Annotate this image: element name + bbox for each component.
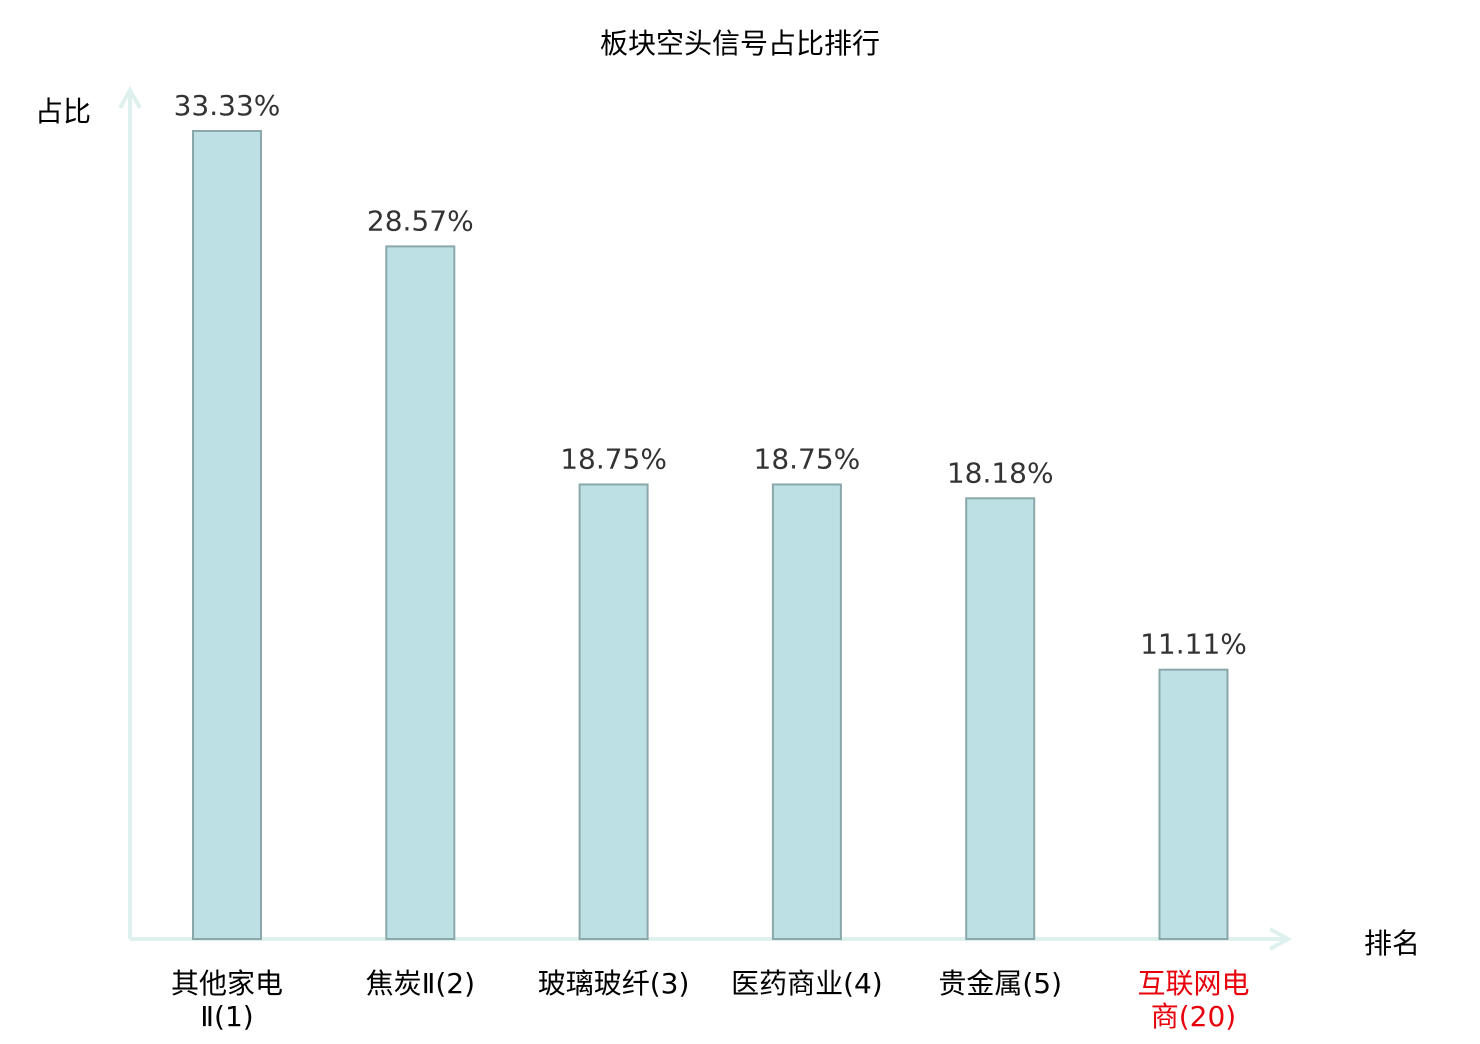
x-axis-label: 排名	[1364, 927, 1420, 960]
x-tick-label: 其他家电	[171, 967, 283, 1000]
data-label: 28.57%	[367, 204, 474, 237]
data-label: 18.18%	[947, 456, 1054, 489]
y-axis-arrow-icon	[118, 85, 142, 109]
data-label: 33.33%	[174, 89, 281, 122]
x-tick-label: 焦炭Ⅱ(2)	[366, 967, 475, 1000]
x-tick-label: 互联网电	[1137, 967, 1249, 1000]
bar	[192, 130, 262, 940]
x-tick-label: 贵金属(5)	[938, 967, 1062, 1000]
bar	[1158, 668, 1229, 941]
bar	[965, 497, 1036, 940]
x-axis-arrow-icon	[1269, 927, 1293, 951]
data-label: 11.11%	[1140, 628, 1247, 661]
x-tick-label: Ⅱ(1)	[200, 1000, 253, 1033]
chart-title: 板块空头信号占比排行	[600, 27, 880, 60]
bar	[578, 483, 649, 940]
data-label: 18.75%	[560, 442, 667, 475]
y-axis-label: 占比	[35, 95, 91, 128]
x-tick-label: 医药商业(4)	[731, 967, 883, 1000]
axes	[118, 85, 1293, 951]
x-tick-label: 商(20)	[1151, 1000, 1236, 1033]
bar	[385, 245, 456, 941]
bar	[771, 483, 842, 940]
data-label: 18.75%	[754, 442, 861, 475]
x-tick-label: 玻璃玻纤(3)	[538, 967, 690, 1000]
